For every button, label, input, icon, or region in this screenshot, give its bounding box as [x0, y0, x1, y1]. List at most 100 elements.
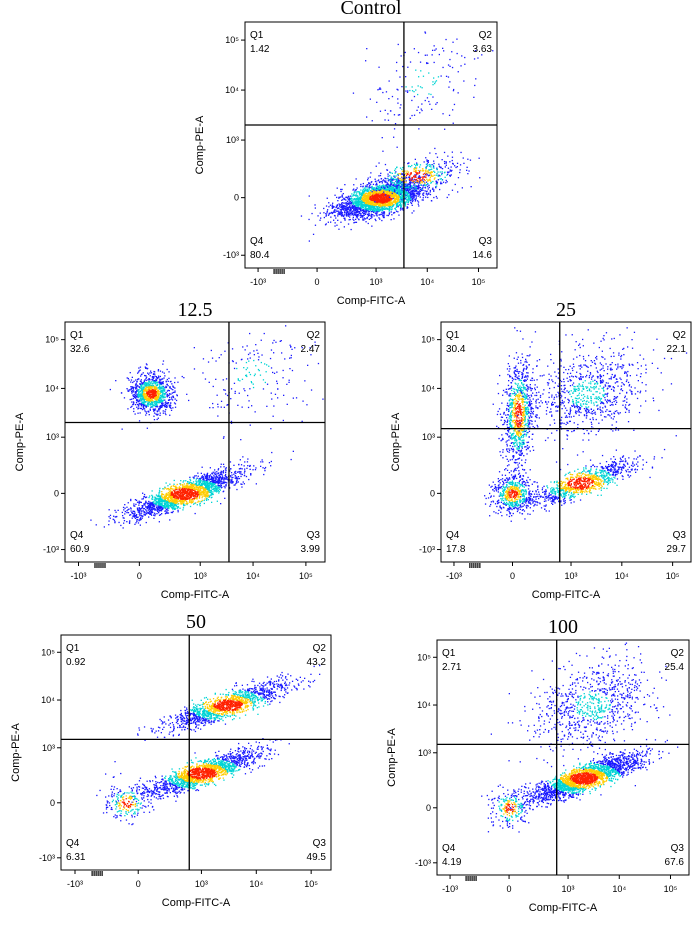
event-point	[223, 491, 224, 492]
event-point	[372, 209, 373, 210]
event-point	[337, 200, 338, 201]
event-point	[336, 206, 337, 207]
event-point	[396, 62, 397, 63]
event-point	[203, 494, 204, 495]
event-point	[406, 177, 407, 178]
event-point	[343, 216, 344, 217]
event-point	[431, 176, 432, 177]
event-point	[388, 187, 389, 188]
plot-frame	[245, 22, 497, 268]
event-point	[143, 510, 144, 511]
event-point	[141, 508, 142, 509]
event-point	[384, 119, 385, 120]
y-tick-label: 10⁵	[225, 35, 239, 45]
event-point	[400, 107, 401, 108]
event-point	[381, 209, 382, 210]
event-point	[336, 211, 337, 212]
event-point	[413, 189, 414, 190]
event-point	[182, 501, 183, 502]
event-point	[147, 512, 148, 513]
event-point	[406, 201, 407, 202]
event-point	[368, 203, 369, 204]
event-point	[422, 87, 423, 88]
event-point	[171, 493, 172, 494]
event-point	[350, 203, 351, 204]
event-point	[165, 510, 166, 511]
event-point	[327, 209, 328, 210]
event-point	[214, 469, 215, 470]
event-point	[169, 519, 170, 520]
event-point	[371, 211, 372, 212]
event-point	[413, 193, 414, 194]
event-point	[365, 193, 366, 194]
event-point	[384, 202, 385, 203]
event-point	[414, 168, 415, 169]
event-point	[346, 202, 347, 203]
event-point	[330, 213, 331, 214]
event-point	[144, 494, 145, 495]
event-point	[412, 181, 413, 182]
event-point	[174, 501, 175, 502]
event-point	[370, 172, 371, 173]
plot-frame	[65, 322, 325, 562]
event-point	[378, 162, 379, 163]
event-point	[415, 70, 416, 71]
event-point	[375, 219, 376, 220]
event-point	[346, 204, 347, 205]
event-point	[394, 128, 395, 129]
event-point	[423, 197, 424, 198]
event-point	[193, 477, 194, 478]
event-point	[388, 176, 389, 177]
x-tick-label: 10⁴	[420, 277, 434, 287]
event-point	[327, 198, 328, 199]
event-point	[332, 204, 333, 205]
event-point	[124, 508, 125, 509]
event-point	[428, 188, 429, 189]
event-point	[230, 481, 231, 482]
event-point	[454, 165, 455, 166]
event-point	[354, 198, 355, 199]
event-point	[269, 462, 270, 463]
event-point	[358, 202, 359, 203]
event-point	[379, 196, 380, 197]
event-point	[388, 120, 389, 121]
event-point	[382, 151, 383, 152]
event-point	[408, 200, 409, 201]
event-point	[412, 201, 413, 202]
event-point	[356, 198, 357, 199]
event-point	[386, 169, 387, 170]
event-point	[442, 171, 443, 172]
event-point	[331, 212, 332, 213]
event-point	[200, 505, 201, 506]
event-point	[341, 204, 342, 205]
event-point	[391, 219, 392, 220]
event-point	[127, 509, 128, 510]
event-point	[411, 203, 412, 204]
event-point	[414, 179, 415, 180]
event-point	[373, 189, 374, 190]
event-point	[179, 483, 180, 484]
event-point	[401, 169, 402, 170]
event-point	[467, 159, 468, 160]
event-point	[211, 492, 212, 493]
event-point	[429, 104, 430, 105]
event-point	[260, 461, 261, 462]
event-point	[348, 212, 349, 213]
event-point	[391, 178, 392, 179]
x-tick-label: 10⁵	[472, 277, 486, 287]
event-point	[402, 189, 403, 190]
event-point	[313, 234, 314, 235]
event-point	[367, 195, 368, 196]
event-point	[123, 523, 124, 524]
event-point	[215, 482, 216, 483]
event-point	[356, 195, 357, 196]
event-point	[239, 471, 240, 472]
event-point	[343, 193, 344, 194]
event-point	[370, 210, 371, 211]
event-point	[135, 518, 136, 519]
event-point	[402, 180, 403, 181]
event-point	[407, 208, 408, 209]
event-point	[134, 512, 135, 513]
event-point	[225, 479, 226, 480]
event-point	[418, 106, 419, 107]
